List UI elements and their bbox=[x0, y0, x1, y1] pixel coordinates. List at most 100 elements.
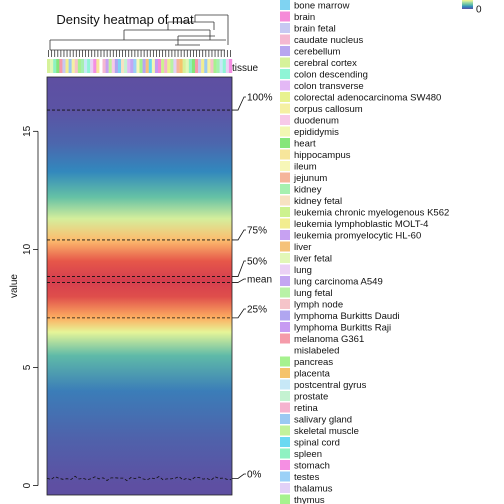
legend-item: prostate bbox=[280, 391, 328, 403]
legend-item: testes bbox=[280, 471, 320, 483]
annotation-cell bbox=[173, 59, 177, 73]
legend-item: lymphoma Burkitts Raji bbox=[280, 322, 391, 334]
annotation-cell bbox=[167, 59, 171, 73]
quantile-connector bbox=[232, 278, 246, 283]
legend-label: spinal cord bbox=[294, 438, 340, 449]
legend-label: brain bbox=[294, 12, 315, 23]
legend-item: liver fetal bbox=[280, 253, 332, 265]
legend-item: ileum bbox=[280, 161, 317, 173]
legend-swatch bbox=[280, 57, 290, 68]
legend-item: skeletal muscle bbox=[280, 425, 359, 437]
legend-swatch bbox=[280, 23, 290, 33]
annotation-cell bbox=[204, 59, 208, 73]
annotation-cell bbox=[124, 59, 128, 73]
quantile-connector bbox=[232, 308, 246, 319]
legend-label: kidney fetal bbox=[294, 196, 342, 207]
color-scale-tick-label: 0.03 bbox=[476, 0, 496, 1]
annotation-cell bbox=[114, 59, 119, 73]
legend-label: lymph node bbox=[294, 300, 343, 311]
legend-swatch bbox=[280, 425, 290, 436]
legend-item: colon transverse bbox=[280, 80, 364, 92]
legend-swatch bbox=[280, 448, 290, 459]
annotation-cell bbox=[158, 59, 162, 73]
legend-label: epididymis bbox=[294, 127, 339, 138]
legend-label: caudate nucleus bbox=[294, 35, 363, 46]
y-tick-label: 15 bbox=[22, 125, 33, 137]
legend-label: liver bbox=[294, 242, 311, 253]
legend-label: brain fetal bbox=[294, 24, 336, 35]
legend-label: lung fetal bbox=[294, 288, 333, 299]
legend-label: leukemia promyelocytic HL-60 bbox=[294, 231, 421, 242]
color-scale-tick-label: 0 bbox=[476, 5, 482, 16]
legend-item: kidney fetal bbox=[280, 195, 342, 207]
legend-label: placenta bbox=[294, 369, 331, 380]
legend-item: spleen bbox=[280, 448, 322, 460]
legend-label: liver fetal bbox=[294, 254, 332, 265]
legend-swatch bbox=[280, 241, 290, 252]
legend-label: testes bbox=[294, 472, 320, 483]
annotation-cell bbox=[108, 59, 112, 73]
legend-swatch bbox=[280, 483, 290, 493]
annotation-cell bbox=[191, 59, 196, 73]
annotation-cell bbox=[84, 59, 88, 73]
annotation-cell bbox=[87, 59, 91, 73]
legend-swatch bbox=[280, 207, 290, 217]
annotation-cell bbox=[50, 59, 54, 73]
annotation-cell bbox=[130, 59, 134, 73]
y-axis-label: value bbox=[9, 274, 20, 298]
legend-label: ileum bbox=[294, 162, 317, 173]
legend-label: spleen bbox=[294, 449, 322, 460]
legend-swatch bbox=[280, 253, 290, 263]
legend-swatch bbox=[280, 92, 290, 102]
annotation-cell bbox=[77, 59, 82, 73]
tissue-annotation-bar bbox=[47, 59, 233, 73]
annotation-cell bbox=[56, 59, 60, 73]
legend-item: hippocampus bbox=[280, 149, 351, 161]
legend-swatch bbox=[280, 230, 290, 240]
color-scale-bar bbox=[462, 0, 473, 9]
annotation-cell bbox=[117, 59, 122, 73]
legend-label: heart bbox=[294, 139, 316, 150]
legend-label: stomach bbox=[294, 461, 330, 472]
legend-swatch bbox=[280, 11, 290, 22]
legend-item: thymus bbox=[280, 494, 325, 504]
legend-swatch bbox=[280, 115, 290, 125]
annotation-cell bbox=[216, 59, 220, 73]
quantile-label: 50% bbox=[247, 257, 267, 268]
legend-item: leukemia lymphoblastic MOLT-4 bbox=[280, 218, 428, 230]
legend-swatch bbox=[280, 391, 290, 401]
annotation-cell bbox=[139, 59, 143, 73]
legend-label: colorectal adenocarcinoma SW480 bbox=[294, 93, 441, 104]
legend-label: colon descending bbox=[294, 70, 368, 81]
legend-item: heart bbox=[280, 138, 316, 150]
legend-item: epididymis bbox=[280, 126, 339, 138]
legend-swatch bbox=[280, 264, 290, 275]
legend-item: bone marrow bbox=[280, 0, 350, 12]
annotation-cell bbox=[71, 59, 75, 73]
legend-swatch bbox=[280, 172, 290, 183]
quantile-label: mean bbox=[247, 275, 272, 286]
legend-label: thalamus bbox=[294, 484, 333, 495]
quantile-connector bbox=[232, 260, 246, 277]
annotation-cell bbox=[53, 59, 57, 73]
annotation-cell bbox=[74, 59, 79, 73]
legend-label: hippocampus bbox=[294, 150, 351, 161]
annotation-cell bbox=[148, 59, 153, 73]
annotation-cell bbox=[185, 59, 190, 73]
legend-swatch bbox=[280, 299, 290, 309]
legend-swatch bbox=[280, 414, 290, 424]
legend-label: lung bbox=[294, 265, 312, 276]
legend-label: thymus bbox=[294, 495, 325, 504]
quantile-connector bbox=[232, 473, 246, 479]
legend-item: corpus callosum bbox=[280, 103, 363, 115]
legend-label: mislabeled bbox=[294, 346, 339, 357]
legend-swatch bbox=[280, 333, 290, 344]
legend-label: lymphoma Burkitts Raji bbox=[294, 323, 391, 334]
legend-item: cerebellum bbox=[280, 46, 341, 58]
annotation-cell bbox=[170, 59, 174, 73]
legend-item: lung carcinoma A549 bbox=[280, 276, 383, 288]
annotation-cell bbox=[182, 59, 186, 73]
legend-item: duodenum bbox=[280, 115, 339, 127]
legend-label: melanoma G361 bbox=[294, 334, 364, 345]
annotation-cell bbox=[228, 59, 233, 73]
